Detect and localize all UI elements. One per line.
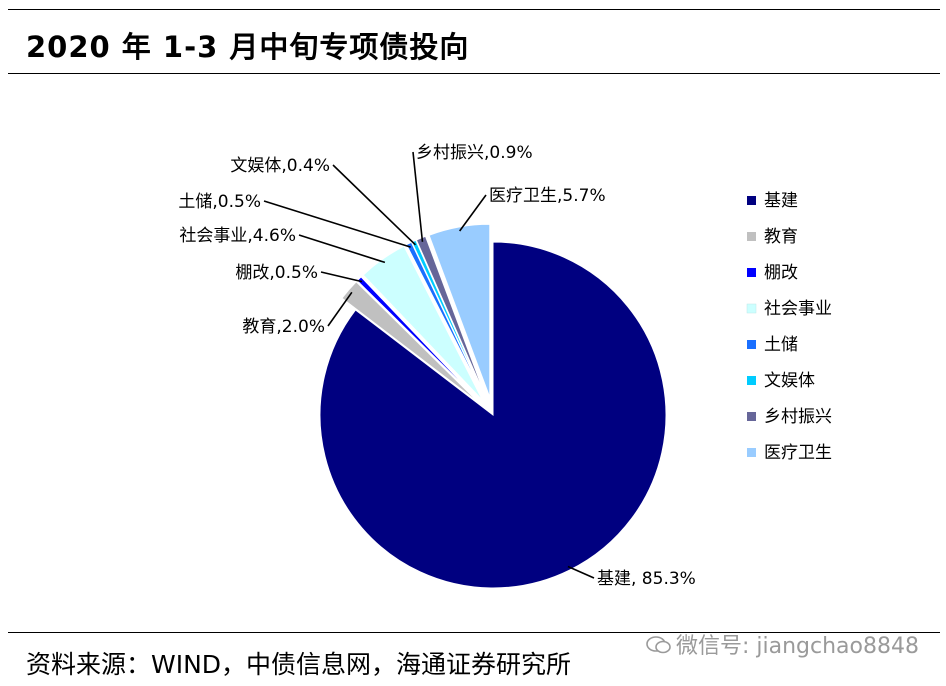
legend-label-education: 教育: [764, 227, 798, 247]
footer-rule: [8, 632, 940, 633]
data-label-infrastructure: 基建, 85.3%: [597, 569, 696, 589]
data-label-social: 社会事业,4.6%: [179, 226, 296, 246]
pie-slice-social: [362, 245, 484, 401]
legend-swatch-education: [747, 232, 756, 241]
leader-line-culture-sports: [332, 164, 416, 246]
leader-line-rural: [412, 151, 424, 242]
legend-swatch-rural: [747, 412, 756, 421]
wechat-icon: [646, 636, 671, 654]
leader-line-shantytown: [320, 271, 363, 283]
legend-label-land-reserve: 土储: [764, 335, 798, 355]
pie-slices: [319, 223, 667, 589]
legend-label-rural: 乡村振兴: [764, 407, 832, 427]
leader-line-infrastructure: [567, 565, 595, 579]
legend-label-culture-sports: 文娱体: [764, 371, 815, 391]
pie-slice-infrastructure: [319, 241, 667, 589]
legend-swatch-infrastructure: [747, 196, 756, 205]
data-label-land-reserve: 土储,0.5%: [178, 192, 261, 212]
legend-swatch-land-reserve: [747, 340, 756, 349]
leader-lines: [263, 151, 595, 579]
watermark: 微信号: jiangchao8848: [646, 628, 919, 660]
watermark-text: 微信号: jiangchao8848: [676, 634, 919, 659]
legend-label-medical: 医疗卫生: [764, 443, 832, 463]
leader-line-social: [298, 234, 386, 264]
title-rule: [8, 73, 940, 74]
legend-swatch-medical: [747, 448, 756, 457]
pie-slice-land-reserve: [405, 241, 486, 400]
legend-label-social: 社会事业: [764, 299, 832, 319]
legend-label-shantytown: 棚改: [764, 263, 798, 283]
leader-line-land-reserve: [263, 200, 411, 248]
leader-line-medical: [459, 194, 487, 232]
pie-slice-rural: [415, 235, 487, 399]
data-label-culture-sports: 文娱体,0.4%: [230, 156, 330, 176]
pie-slice-medical: [428, 223, 491, 398]
slice-labels: 基建, 85.3% 教育,2.0% 棚改,0.5% 社会事业,4.6% 土储,0.5% 文…: [178, 143, 695, 589]
top-rule: [8, 9, 940, 10]
legend-swatch-culture-sports: [747, 376, 756, 385]
legend-swatch-social: [746, 303, 757, 314]
data-label-medical: 医疗卫生,5.7%: [489, 186, 606, 206]
legend-swatch-shantytown: [747, 268, 756, 277]
data-label-education: 教育,2.0%: [242, 317, 325, 337]
source-note: 资料来源：WIND，中债信息网，海通证券研究所: [26, 650, 572, 679]
leader-line-education: [327, 291, 353, 327]
legend-label-infrastructure: 基建: [764, 191, 798, 211]
data-label-rural: 乡村振兴,0.9%: [416, 143, 533, 163]
pie-slice-education: [341, 281, 480, 404]
page-title: 2020 年 1-3 月中旬专项债投向: [26, 30, 470, 64]
data-label-shantytown: 棚改,0.5%: [235, 263, 318, 283]
